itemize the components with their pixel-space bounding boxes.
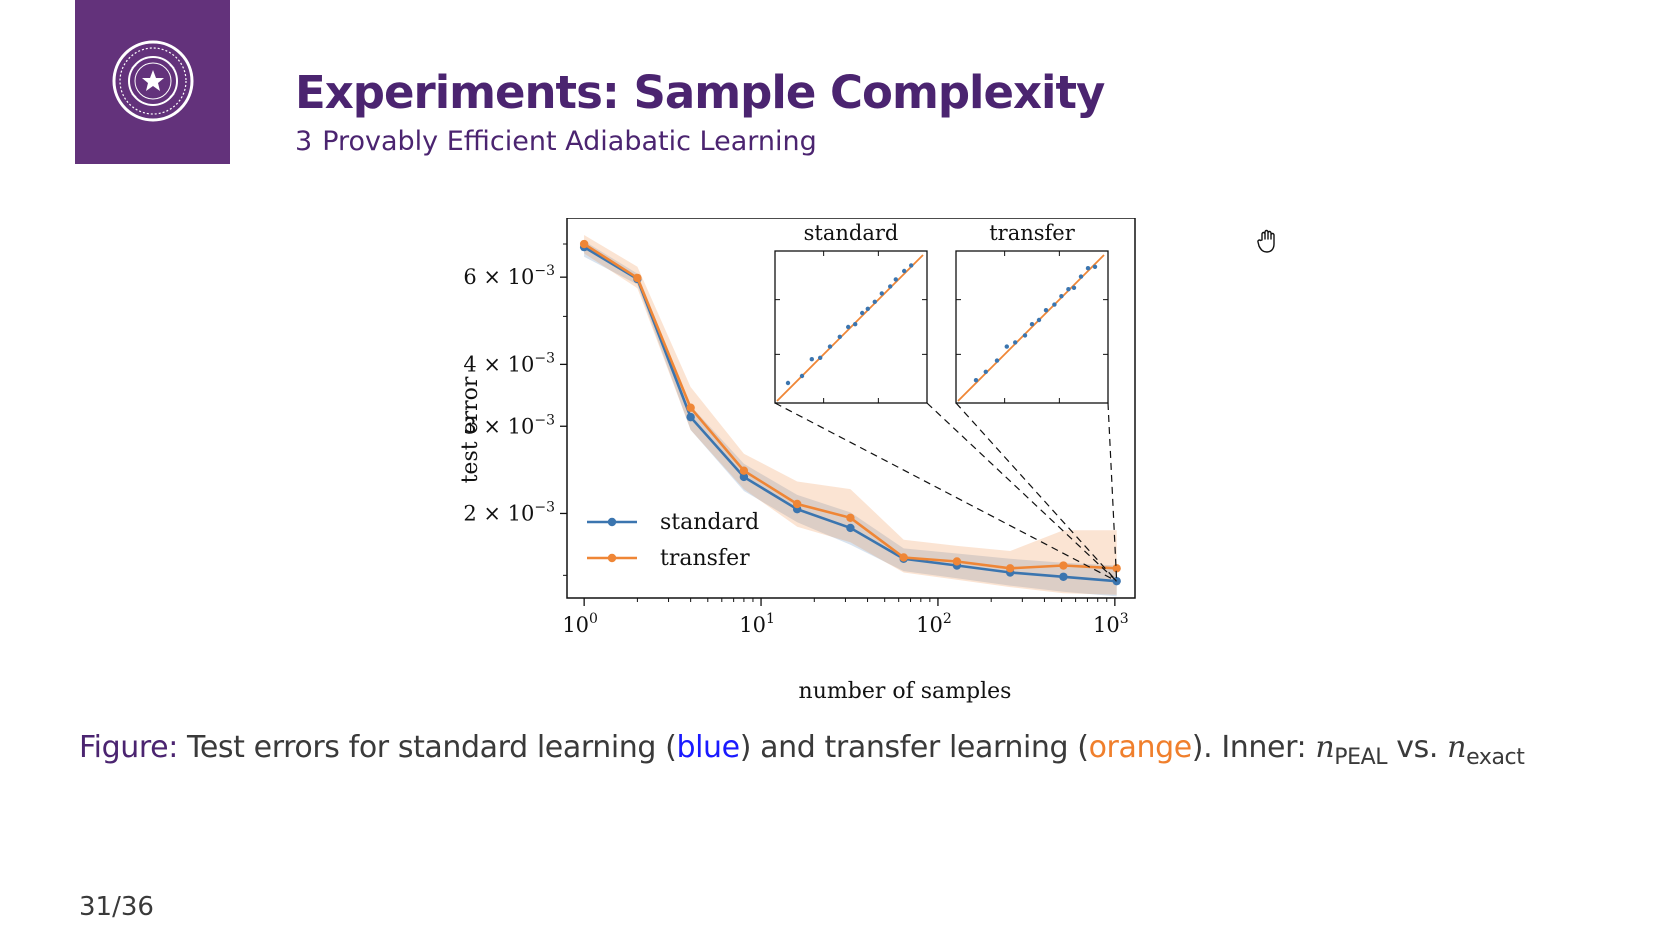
caption-blue-word: blue [676,730,740,765]
slide-title: Experiments: Sample Complexity [295,66,1105,119]
x-axis-label: number of samples [799,679,1012,704]
inset-point [1022,333,1028,338]
inset-point [1092,264,1098,269]
inset-point [994,358,1000,363]
inset-point [827,344,833,349]
point-transfer [792,499,802,509]
inset-point [1085,266,1091,271]
y-tick-label: 3 × 10−3 [463,412,555,438]
caption-n1-sub: PEAL [1334,745,1388,770]
inset-point [809,357,814,362]
inset-fit-line [957,254,1105,402]
caption-n-peal: nPEAL [1315,730,1387,770]
caption-n-exact: nexact [1447,730,1525,770]
caption-text-2: ) and transfer learning ( [739,730,1089,765]
zoom-connector-line [1107,402,1118,582]
point-transfer [1005,564,1015,573]
inset-point [1036,317,1042,323]
inset-point [888,284,893,289]
caption-n2-sub: exact [1466,745,1525,770]
y-axis-label: test error [458,376,483,483]
inset-point [853,322,858,327]
point-standard [739,472,749,482]
inset-point [872,299,877,304]
inset-point [893,277,898,282]
inset-point [909,263,914,268]
hand-cursor-icon [1257,229,1275,253]
figure-caption: Figure: Test errors for standard learnin… [79,730,1525,770]
legend-label-standard: standard [660,510,759,535]
caption-text-3: ). Inner: [1191,730,1307,765]
point-transfer [739,466,749,475]
zoom-connector-line [774,402,1117,582]
inset-point [983,369,988,374]
plot-frame [566,218,1136,599]
caption-text-1: Test errors for standard learning ( [187,730,677,765]
inset-point [1004,344,1009,349]
point-transfer [846,513,855,523]
inset-point [818,355,823,360]
inset-point [1013,340,1018,345]
legend-marker-standard [607,517,617,527]
inset-point [837,334,842,339]
inset-point [902,268,907,274]
x-tick-label: 101 [739,611,775,637]
inset-point [1078,274,1084,279]
university-seal-icon [112,40,194,122]
caption-orange-word: orange [1088,730,1193,765]
inset-point [799,373,805,379]
inset-point [1071,285,1077,290]
section-title: Provably Efficient Adiabatic Learning [322,126,817,157]
point-standard [846,523,855,533]
x-tick-label: 103 [1093,611,1129,637]
x-tick-label: 102 [916,611,952,637]
inset-point [846,324,851,330]
x-tick-label: 100 [562,611,598,637]
caption-n2: n [1447,730,1467,765]
university-logo [75,0,230,164]
section-subtitle: 3 Provably Efficient Adiabatic Learning [295,126,817,157]
y-tick-label: 6 × 10−3 [463,263,555,289]
legend-label-transfer: transfer [660,546,750,571]
point-standard [686,412,695,422]
point-transfer [952,557,962,566]
zoom-connector-line [926,402,1118,582]
inset-point [1066,287,1071,292]
point-transfer [1059,561,1068,570]
point-transfer [1112,564,1121,573]
legend-marker-transfer [607,553,617,563]
inset-title-standard: standard [804,221,899,245]
caption-label: Figure: [79,730,178,765]
inset-point [1059,294,1064,299]
point-standard [1059,572,1068,581]
caption-n1: n [1315,730,1335,765]
caption-vs: vs. [1396,730,1439,765]
zoom-connector-line [955,402,1118,582]
inset-point [879,291,884,296]
inset-point [1029,322,1035,327]
point-transfer [579,239,589,249]
y-tick-label: 4 × 10−3 [463,350,555,376]
inset-title-transfer: transfer [989,221,1075,245]
inset-point [973,378,979,383]
test-error-chart: standard transfer 100 101 102 103 6 × 10−3 4 ×… [458,218,1136,704]
section-number: 3 [295,126,313,157]
inset-point [1043,308,1049,313]
inset-point [785,380,791,386]
page-number: 31/36 [79,892,154,922]
y-tick-label: 2 × 10−3 [463,499,555,525]
point-transfer [686,403,695,412]
inset-point [860,310,865,316]
point-transfer [633,273,642,283]
inset-point [1052,302,1057,307]
inset-point [865,306,870,311]
point-transfer [899,553,908,562]
